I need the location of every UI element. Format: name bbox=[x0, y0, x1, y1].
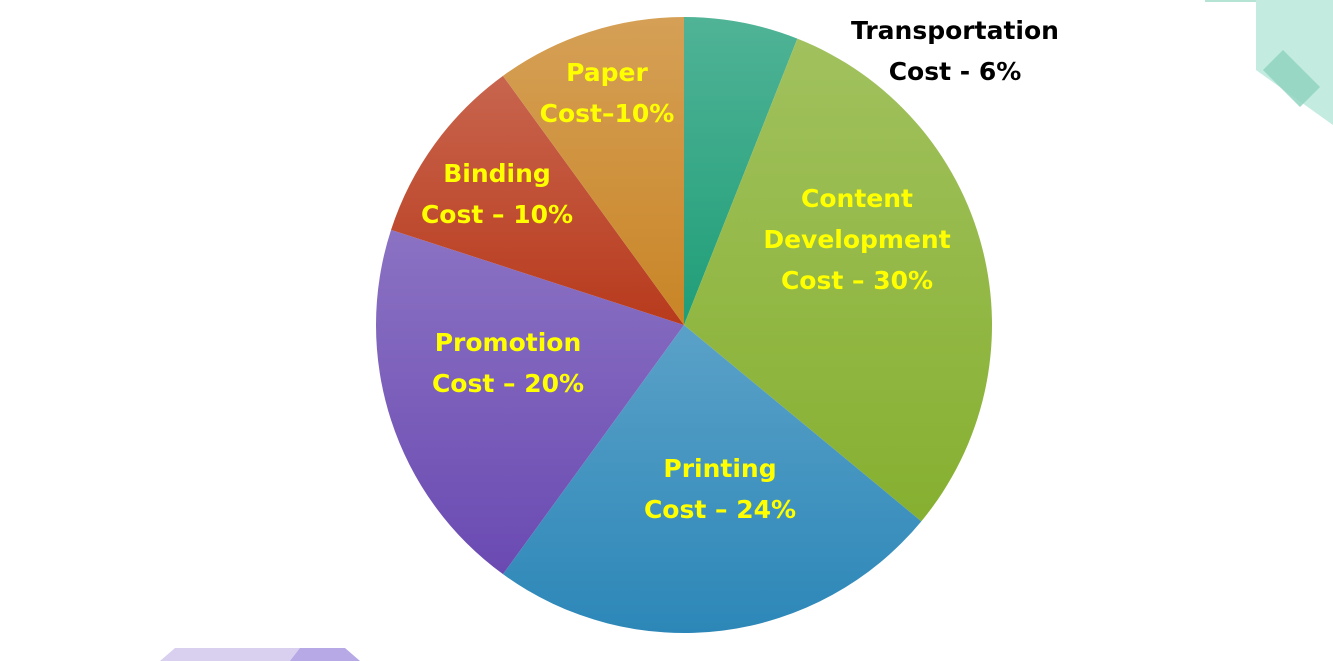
pie-slice bbox=[684, 38, 993, 522]
slice-label-line: Transportation bbox=[851, 16, 1059, 45]
pie-slice bbox=[502, 325, 922, 634]
slice-label-line: Cost–10% bbox=[540, 99, 675, 128]
slice-label-line: Cost - 6% bbox=[889, 57, 1022, 86]
slice-label: Content Development Cost – 30% bbox=[763, 184, 950, 295]
slice-label: Binding Cost – 10% bbox=[421, 159, 573, 229]
pie-slice bbox=[391, 75, 684, 325]
slice-label-line: Cost – 30% bbox=[781, 266, 933, 295]
pie-slice bbox=[684, 17, 798, 325]
slice-label-line: Binding bbox=[443, 159, 551, 188]
slice-label-line: Cost – 20% bbox=[432, 369, 584, 398]
slice-label: Promotion Cost – 20% bbox=[432, 328, 584, 398]
slice-label-line: Printing bbox=[663, 454, 776, 483]
slice-label: Paper Cost–10% bbox=[540, 58, 675, 128]
pie-slice bbox=[502, 16, 684, 325]
slice-label-line: Cost – 10% bbox=[421, 200, 573, 229]
slice-label-line: Development bbox=[763, 225, 950, 254]
slice-label-line: Cost – 24% bbox=[644, 495, 796, 524]
slice-label-line: Content bbox=[801, 184, 913, 213]
slice-label: Printing Cost – 24% bbox=[644, 454, 796, 524]
slice-label: Transportation Cost - 6% bbox=[851, 16, 1059, 86]
pie-slice bbox=[375, 229, 684, 575]
slice-label-line: Promotion bbox=[435, 328, 582, 357]
slice-label-line: Paper bbox=[566, 58, 648, 87]
